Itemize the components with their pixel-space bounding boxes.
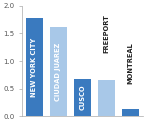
Text: MONTREAL: MONTREAL — [127, 42, 133, 84]
Text: CIUDAD JUAREZ: CIUDAD JUAREZ — [55, 42, 61, 101]
Text: FREEPORT: FREEPORT — [104, 14, 110, 53]
Text: CUSCO: CUSCO — [79, 85, 85, 110]
Text: NEW YORK CITY: NEW YORK CITY — [31, 37, 37, 97]
Bar — [98, 80, 115, 116]
Bar — [26, 18, 43, 116]
Bar — [50, 27, 67, 116]
Bar — [74, 79, 91, 116]
Bar — [122, 109, 139, 116]
